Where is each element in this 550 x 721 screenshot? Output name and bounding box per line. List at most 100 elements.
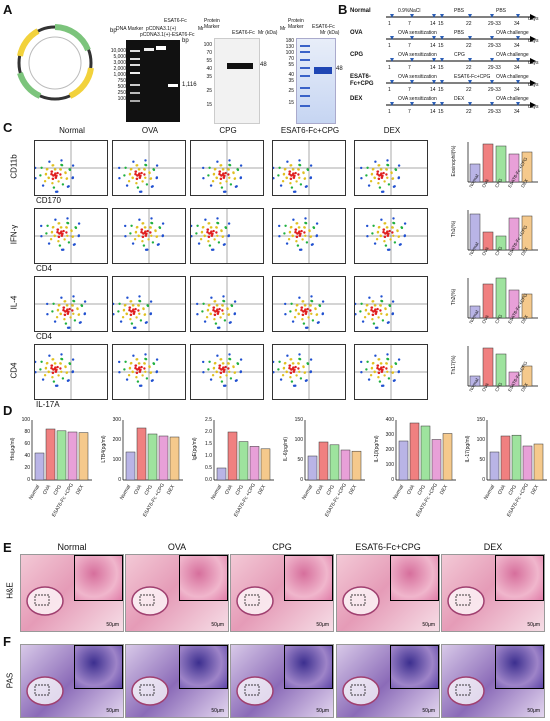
timeline-group-name: ESAT6-Fc+CPG [350, 74, 374, 87]
timeline-day: 22 [466, 65, 472, 71]
flow-plot [190, 208, 264, 264]
elisa-bar [67, 431, 78, 481]
bar-ylabel: Th17(%) [451, 355, 457, 375]
timeline-arrow [386, 102, 536, 108]
gel1-tick: 100 [117, 96, 126, 102]
timeline-day: 15 [438, 21, 444, 27]
timeline-day: 22 [466, 87, 472, 93]
timeline-pre: OVA sensitization [398, 52, 437, 58]
elisa-bar [442, 433, 453, 481]
gel1-tick: 3,000 [113, 60, 126, 66]
elisa-tick: 300 [112, 417, 121, 423]
elisa-tick: 200 [385, 447, 394, 453]
elisa-bar [318, 441, 329, 481]
histo-inset [179, 645, 228, 689]
elisa-bar [147, 433, 158, 481]
timeline-injection-icon [468, 36, 472, 40]
flow-plot [354, 276, 428, 332]
timeline-day: 34 [514, 109, 520, 115]
flow-summary-bar-chart: Th2(%) Normal OVA CPG ESAT6-Fc +CPG DEX [448, 274, 546, 340]
timeline-post: OVA challenge [496, 74, 529, 80]
elisa-bar [227, 431, 238, 481]
elisa-bar [511, 434, 522, 481]
flow-plot [34, 140, 108, 196]
timeline-injection-icon [410, 80, 414, 84]
gel1-tick: 1,000 [113, 72, 126, 78]
panel-e-letter: E [3, 540, 12, 555]
elisa-bar [431, 439, 442, 481]
timeline-injection-icon [516, 80, 520, 84]
gel1-lane-pcdna: pCDNA3.1(+) [146, 26, 177, 32]
timeline-days-label: days [528, 16, 539, 22]
elisa-tick: 0 [482, 477, 485, 483]
timeline-injection-icon [516, 102, 520, 106]
elisa-charts: His(μg/ml) 0 20 40 60 80 100 Normal OVA CPG ESAT6-… [0, 410, 550, 538]
elisa-bar-chart: IgE(pg/ml) 0.0 0.5 1.0 1.5 2.0 2.5 Normal OVA CPG… [188, 410, 276, 538]
timeline-day: 7 [408, 43, 411, 49]
flow-plot [34, 344, 108, 400]
elisa-bar [158, 435, 169, 481]
gel1-lane-pcdna-esat6: pCDNA3.1(+)-ESAT6-Fc [140, 32, 195, 38]
timeline-injection-icon [440, 58, 444, 62]
scale-bar-label: 50μm [527, 708, 540, 714]
elisa-bar [351, 450, 362, 481]
timeline-day: 22 [466, 21, 472, 27]
timeline-day: 34 [514, 21, 520, 27]
flow-col-header: DEX [383, 126, 401, 135]
timeline-injection-icon [432, 102, 436, 106]
timeline-day: 14 [430, 21, 436, 27]
gel3-tick: 15 [288, 100, 294, 106]
histo-inset [179, 555, 228, 602]
pas-stain-image: 50μm [20, 644, 124, 718]
gel1-tick: 250 [117, 90, 126, 96]
timeline-mid: PBS [454, 30, 465, 36]
gel1-tick: 10,000 [110, 48, 126, 54]
timeline-injection-icon [440, 36, 444, 40]
timeline-day: 1 [388, 21, 391, 27]
gel2-lane-marker: Protein Marker [204, 18, 220, 30]
timeline-day: 29-33 [488, 43, 501, 49]
scale-bar-label: 50μm [422, 622, 435, 628]
timeline-post: PBS [496, 8, 507, 14]
timeline-post: OVA challenge [496, 30, 529, 36]
timeline-day: 15 [438, 65, 444, 71]
gel2-tick: 35 [206, 74, 212, 80]
timeline-arrow [386, 80, 536, 86]
plasmid-map [10, 18, 100, 108]
elisa-tick: 50 [479, 457, 485, 463]
elisa-tick: 20 [24, 465, 30, 471]
gel2-tick: 25 [206, 88, 212, 94]
flow-summary-bar-chart: Th17(%) Normal OVA CPG ESAT6-Fc +CPG DEX [448, 342, 546, 408]
elisa-bar [34, 452, 45, 481]
flow-plot [112, 276, 186, 332]
histo-col-header: ESAT6-Fc+CPG [355, 542, 421, 552]
flow-col-header: Normal [59, 126, 85, 135]
gel2-tick: 55 [206, 58, 212, 64]
timeline-group-name: Normal [350, 8, 371, 14]
elisa-tick: 0 [118, 477, 121, 483]
timeline-injection-icon [516, 58, 520, 62]
elisa-tick: 150 [476, 417, 485, 423]
gel1-bp-label: bp [110, 28, 117, 34]
flow-row-xlabel: CD4 [36, 264, 53, 273]
elisa-bar-chart: His(μg/ml) 0 20 40 60 80 100 Normal OVA CPG ESAT6-… [6, 410, 94, 538]
timeline-injection-icon [390, 102, 394, 106]
gel3-tick: 25 [288, 88, 294, 94]
timeline-day: 1 [388, 87, 391, 93]
treatment-timeline: Normal 0.9%NaCl PBS PBS days 1 7 14 15 22 29-33 34 O… [338, 4, 548, 120]
gel3-tick: 35 [288, 78, 294, 84]
timeline-injection-icon [440, 102, 444, 106]
timeline-mid: DEX [454, 96, 465, 102]
gel1-tick: 500 [117, 84, 126, 90]
gel3-image [296, 38, 336, 124]
bar-ylabel: Eosinophil(%) [451, 145, 457, 177]
elisa-bar [489, 451, 500, 481]
timeline-arrow [386, 36, 536, 42]
flow-cytometry-grid: Normal OVA CPG ESAT6-Fc+CPG DEX CD11b CD170 Eos… [0, 120, 550, 409]
gel1-tick: 2,000 [113, 66, 126, 72]
gel1-bp-ticks: 10,000 5,000 3,000 2,000 1,000 750 500 2… [108, 48, 126, 102]
timeline-injection-icon [468, 58, 472, 62]
histo-inset [390, 645, 439, 689]
timeline-days-label: days [528, 60, 539, 66]
elisa-bar [169, 436, 180, 481]
